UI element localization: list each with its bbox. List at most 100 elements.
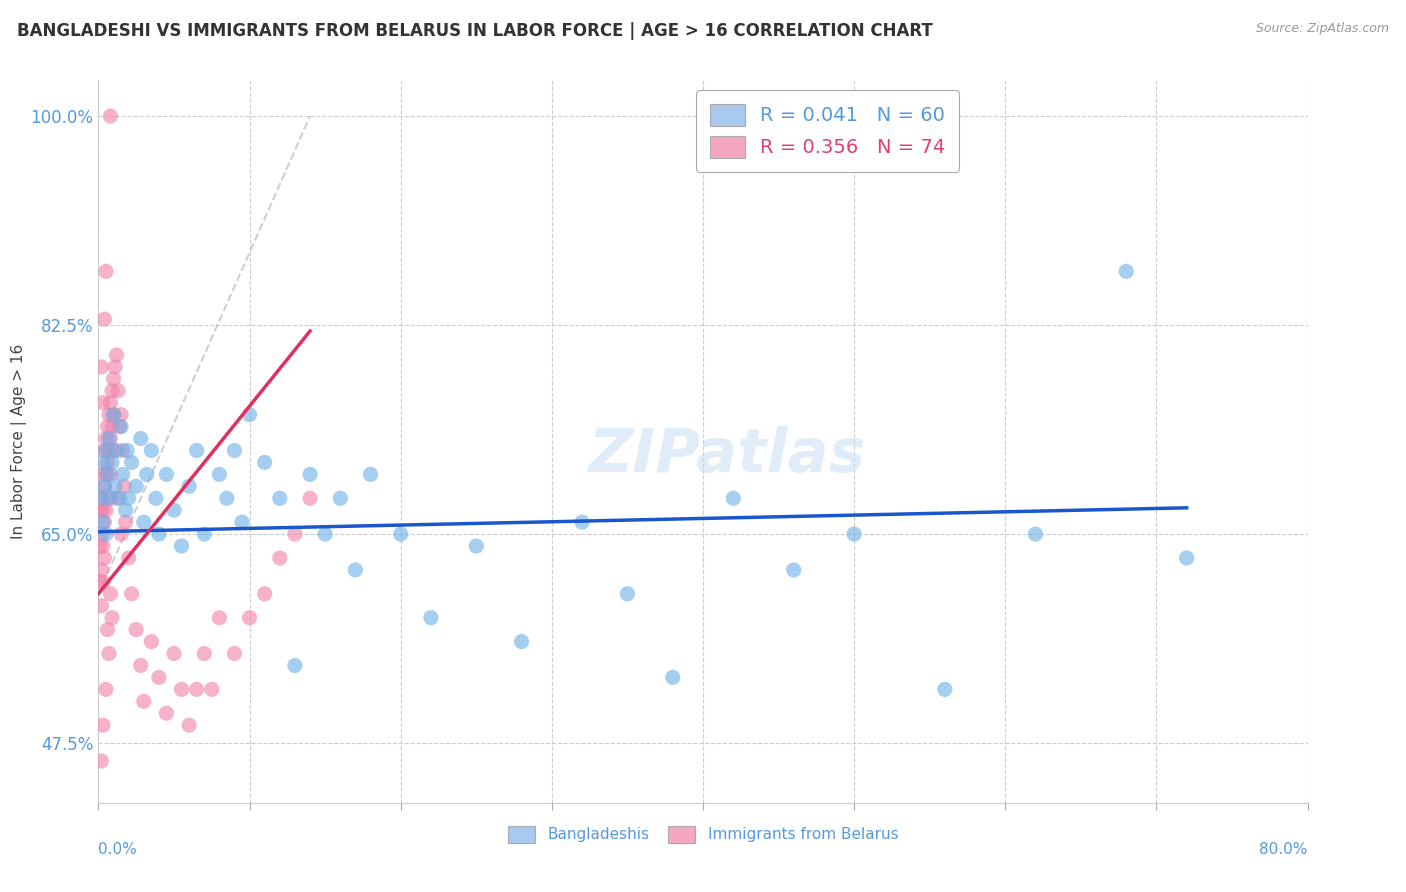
Point xyxy=(93,312,115,326)
Point xyxy=(389,527,412,541)
Point xyxy=(135,467,157,482)
Point xyxy=(98,647,121,661)
Point xyxy=(239,408,262,422)
Point xyxy=(329,491,352,506)
Point xyxy=(100,432,122,446)
Y-axis label: In Labor Force | Age > 16: In Labor Force | Age > 16 xyxy=(11,344,28,539)
Point xyxy=(224,443,246,458)
Point xyxy=(101,419,124,434)
Point xyxy=(89,539,111,553)
Point xyxy=(616,587,638,601)
Point xyxy=(132,515,155,529)
Point xyxy=(163,647,186,661)
Point xyxy=(571,515,593,529)
Point xyxy=(101,610,124,624)
Point xyxy=(108,491,131,506)
Point xyxy=(91,718,114,732)
Point xyxy=(94,432,117,446)
Point xyxy=(90,491,112,506)
Point xyxy=(314,527,336,541)
Text: 0.0%: 0.0% xyxy=(98,842,138,856)
Point xyxy=(93,515,115,529)
Point xyxy=(103,443,125,458)
Point xyxy=(107,384,129,398)
Point xyxy=(101,455,124,469)
Point xyxy=(121,455,143,469)
Point xyxy=(360,467,382,482)
Point xyxy=(193,527,215,541)
Point xyxy=(934,682,956,697)
Point xyxy=(148,670,170,684)
Text: 80.0%: 80.0% xyxy=(1260,842,1308,856)
Point xyxy=(94,467,117,482)
Point xyxy=(170,682,193,697)
Point xyxy=(108,419,131,434)
Point xyxy=(129,432,152,446)
Point xyxy=(114,515,136,529)
Point xyxy=(465,539,488,553)
Point xyxy=(100,109,122,123)
Point xyxy=(1175,551,1198,566)
Point xyxy=(125,623,148,637)
Point xyxy=(114,503,136,517)
Point xyxy=(208,467,231,482)
Point xyxy=(100,467,122,482)
Point xyxy=(91,574,114,589)
Point xyxy=(100,395,122,409)
Point xyxy=(783,563,806,577)
Point xyxy=(115,443,138,458)
Point xyxy=(269,491,291,506)
Point xyxy=(91,395,114,409)
Point xyxy=(201,682,224,697)
Point xyxy=(299,467,322,482)
Text: ZIPatlas: ZIPatlas xyxy=(589,426,866,485)
Point xyxy=(105,348,128,362)
Point xyxy=(94,443,117,458)
Point xyxy=(94,682,117,697)
Point xyxy=(110,408,132,422)
Point xyxy=(141,634,163,648)
Point xyxy=(91,503,114,517)
Point xyxy=(112,479,135,493)
Point xyxy=(96,419,118,434)
Point xyxy=(179,718,201,732)
Point xyxy=(121,587,143,601)
Point xyxy=(93,443,115,458)
Point xyxy=(231,515,253,529)
Point xyxy=(1024,527,1046,541)
Point xyxy=(299,491,322,506)
Point xyxy=(110,419,132,434)
Point xyxy=(215,491,238,506)
Point xyxy=(91,467,114,482)
Point xyxy=(170,539,193,553)
Point xyxy=(105,491,128,506)
Point xyxy=(96,455,118,469)
Point xyxy=(89,574,111,589)
Point xyxy=(110,527,132,541)
Point xyxy=(208,610,231,624)
Point xyxy=(103,372,125,386)
Point xyxy=(344,563,367,577)
Point xyxy=(125,479,148,493)
Point xyxy=(148,527,170,541)
Point xyxy=(145,491,167,506)
Point xyxy=(239,610,262,624)
Point xyxy=(661,670,683,684)
Point xyxy=(100,491,122,506)
Point xyxy=(111,467,134,482)
Point xyxy=(129,658,152,673)
Point xyxy=(96,491,118,506)
Point xyxy=(93,479,115,493)
Point xyxy=(96,623,118,637)
Point xyxy=(90,491,112,506)
Point xyxy=(111,443,134,458)
Point xyxy=(253,587,276,601)
Point xyxy=(163,503,186,517)
Point xyxy=(98,443,121,458)
Point xyxy=(94,503,117,517)
Point xyxy=(179,479,201,493)
Point xyxy=(103,408,125,422)
Point xyxy=(98,432,121,446)
Point xyxy=(90,359,112,374)
Point xyxy=(1115,264,1137,278)
